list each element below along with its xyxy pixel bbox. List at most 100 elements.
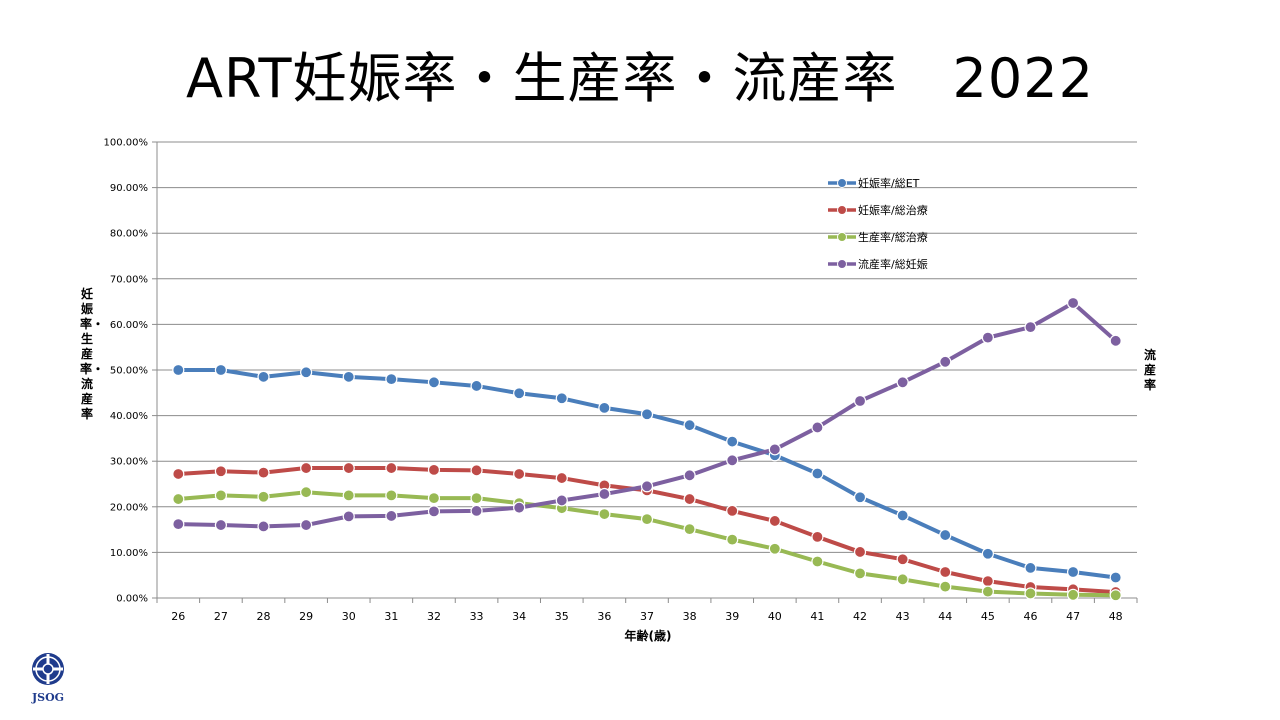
data-point bbox=[342, 461, 355, 475]
x-tick-label: 31 bbox=[384, 610, 398, 623]
data-point bbox=[1109, 334, 1122, 347]
data-point bbox=[1109, 589, 1122, 602]
y-tick-label: 20.00% bbox=[110, 502, 148, 513]
data-point bbox=[172, 492, 185, 506]
x-tick-label: 48 bbox=[1109, 610, 1123, 623]
x-tick-label: 40 bbox=[768, 610, 782, 623]
data-point bbox=[555, 392, 568, 405]
data-point bbox=[640, 408, 654, 421]
x-tick-label: 45 bbox=[981, 610, 995, 623]
data-point bbox=[1066, 296, 1080, 310]
legend-item: 流産率/総妊娠 bbox=[828, 257, 928, 271]
jsog-emblem-icon bbox=[32, 653, 64, 685]
data-point bbox=[385, 373, 398, 386]
x-tick-label: 43 bbox=[896, 610, 910, 623]
data-point bbox=[470, 504, 483, 518]
data-point bbox=[726, 533, 739, 546]
data-point bbox=[1066, 565, 1080, 579]
x-tick-label: 33 bbox=[470, 610, 484, 623]
data-point bbox=[257, 466, 270, 479]
data-point bbox=[385, 509, 398, 523]
data-point bbox=[981, 585, 994, 598]
data-point bbox=[768, 542, 781, 555]
series-3 bbox=[172, 486, 1122, 602]
axes bbox=[152, 141, 1138, 603]
data-point bbox=[598, 487, 611, 501]
data-point bbox=[513, 467, 526, 481]
legend-item: 妊娠率/総ET bbox=[828, 176, 920, 190]
x-tick-label: 38 bbox=[683, 610, 697, 623]
data-point bbox=[683, 492, 696, 506]
data-point bbox=[300, 486, 313, 499]
y-tick-labels: 0.00% 10.00% 20.00% 30.00% 40.00% 50.00% 60.00… bbox=[104, 138, 149, 605]
data-point bbox=[172, 363, 185, 377]
legend-label: 妊娠率/総ET bbox=[858, 176, 920, 190]
data-point bbox=[513, 387, 526, 400]
series-4 bbox=[172, 296, 1122, 533]
data-point bbox=[300, 366, 313, 379]
logo-text: JSOG bbox=[31, 691, 65, 704]
data-point bbox=[939, 565, 952, 579]
data-point bbox=[300, 461, 313, 475]
data-point bbox=[981, 547, 994, 560]
data-point bbox=[342, 489, 355, 502]
data-point bbox=[555, 494, 568, 507]
data-point bbox=[257, 490, 270, 503]
data-point bbox=[172, 518, 185, 531]
y-tick-label: 0.00% bbox=[116, 594, 148, 605]
data-point bbox=[939, 528, 952, 542]
data-point bbox=[214, 363, 228, 377]
data-point bbox=[385, 461, 398, 475]
data-point bbox=[896, 553, 909, 566]
data-point bbox=[427, 505, 441, 518]
data-point bbox=[214, 465, 228, 478]
data-point bbox=[726, 435, 739, 448]
data-point bbox=[427, 376, 441, 389]
legend-item: 妊娠率/総治療 bbox=[828, 203, 928, 217]
y-tick-label: 30.00% bbox=[110, 457, 148, 468]
data-point bbox=[214, 518, 228, 532]
x-tick-label: 44 bbox=[938, 610, 952, 623]
data-point bbox=[342, 370, 355, 383]
data-point bbox=[555, 471, 568, 485]
data-point bbox=[257, 520, 270, 533]
legend-swatch-marker bbox=[837, 178, 847, 188]
data-point bbox=[811, 467, 824, 480]
x-tick-labels: 26 27 28 29 30 31 32 33 34 35 36 37 38 39 40 41 42 43 44 45… bbox=[171, 610, 1122, 623]
data-point bbox=[683, 419, 696, 432]
data-point bbox=[896, 376, 909, 389]
x-tick-label: 36 bbox=[597, 610, 611, 623]
data-point bbox=[981, 575, 994, 588]
y-tick-label: 60.00% bbox=[110, 320, 148, 331]
x-tick-label: 29 bbox=[299, 610, 313, 623]
data-point bbox=[683, 469, 696, 482]
slide-title: ART妊娠率・生産率・流産率 2022 bbox=[186, 47, 1094, 110]
data-point bbox=[427, 492, 441, 505]
legend-swatch-marker bbox=[837, 205, 847, 215]
jsog-logo: JSOG bbox=[28, 652, 68, 704]
data-point bbox=[896, 573, 909, 586]
series-line bbox=[176, 368, 1118, 580]
data-point bbox=[257, 370, 270, 383]
x-tick-label: 39 bbox=[725, 610, 739, 623]
data-point bbox=[598, 507, 611, 521]
data-point bbox=[1024, 321, 1037, 334]
data-point bbox=[214, 489, 228, 502]
data-point bbox=[853, 491, 867, 504]
x-tick-label: 46 bbox=[1023, 610, 1037, 623]
series-lines bbox=[172, 296, 1122, 602]
data-point bbox=[470, 379, 483, 393]
data-point bbox=[853, 567, 867, 580]
data-point bbox=[470, 464, 483, 477]
legend-label: 生産率/総治療 bbox=[858, 230, 928, 244]
data-point bbox=[385, 489, 398, 502]
series-1 bbox=[172, 363, 1122, 584]
data-point bbox=[811, 555, 824, 568]
data-point bbox=[683, 523, 696, 536]
x-tick-label: 35 bbox=[555, 610, 569, 623]
data-point bbox=[1066, 588, 1080, 601]
data-point bbox=[939, 580, 952, 593]
y-tick-label: 100.00% bbox=[104, 138, 149, 149]
